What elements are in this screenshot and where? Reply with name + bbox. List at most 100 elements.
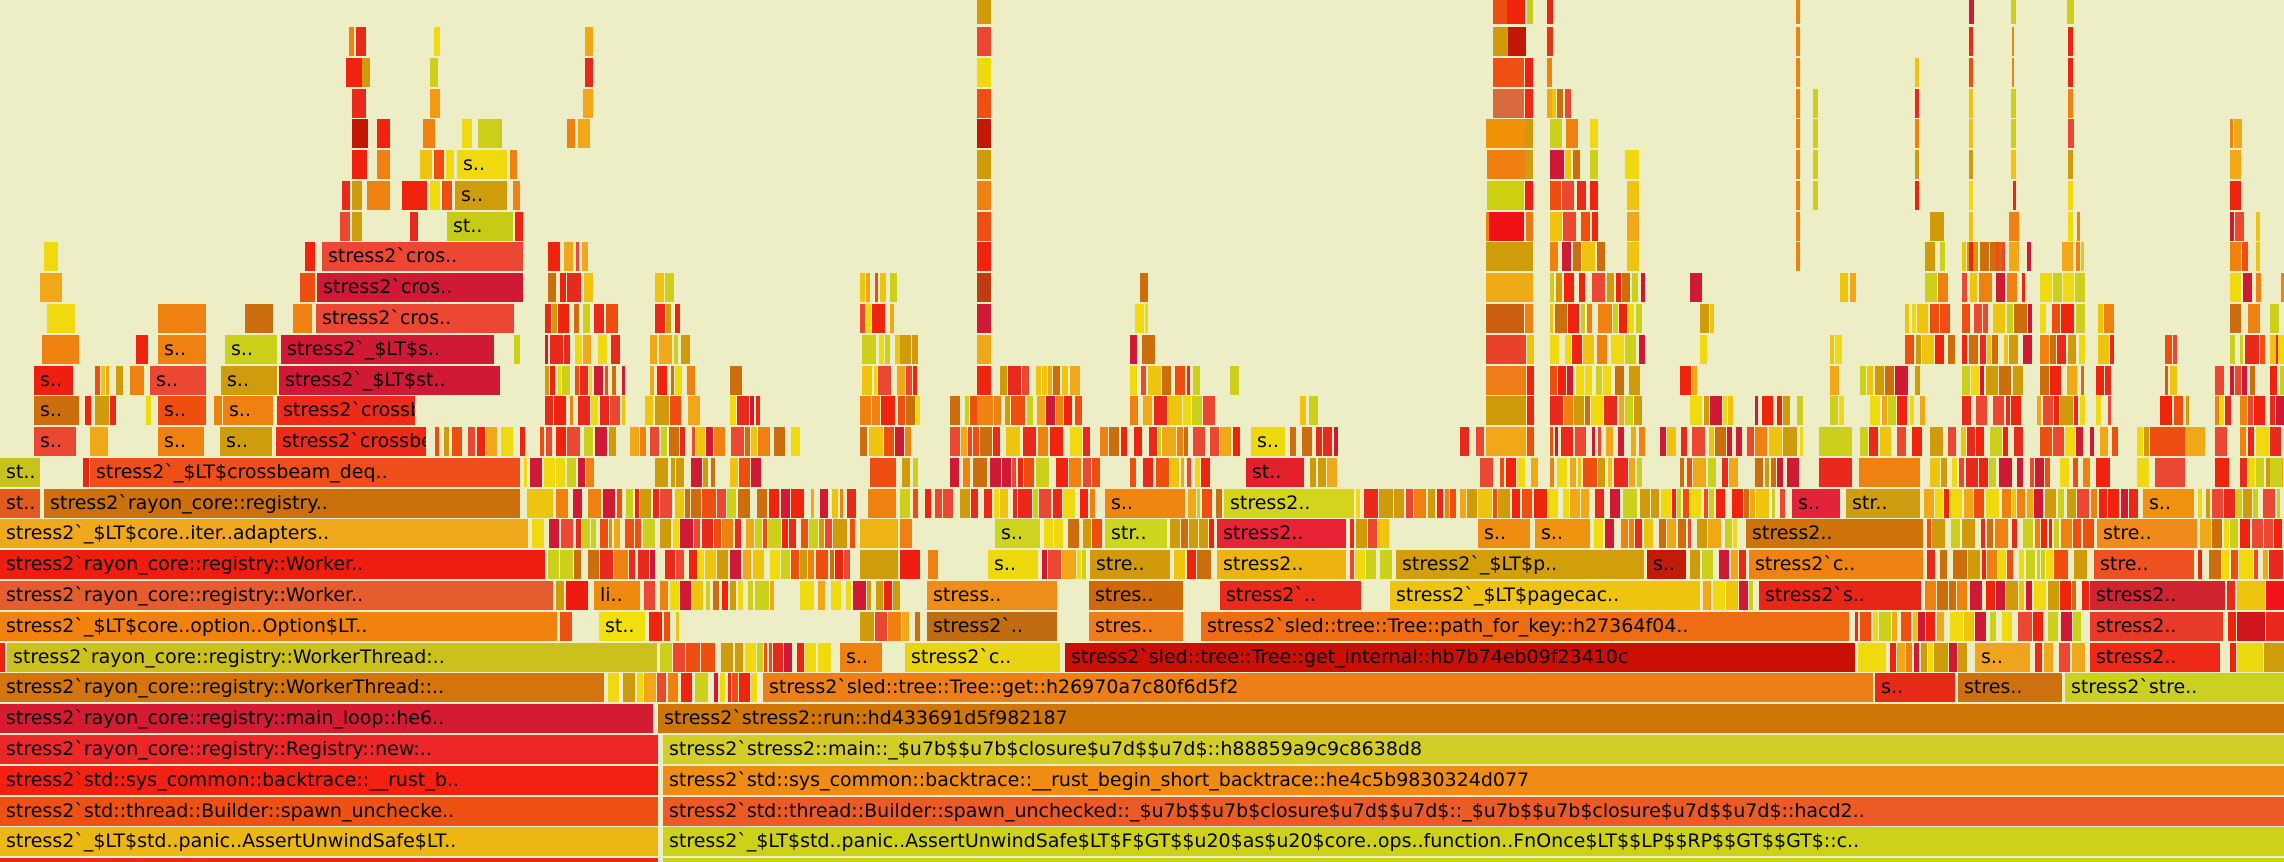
frame-sliver[interactable] [640, 488, 652, 518]
frame-sliver[interactable] [2230, 150, 2241, 180]
frame-sliver[interactable] [1130, 334, 1138, 364]
frame-sliver[interactable] [2034, 581, 2047, 611]
frame-sliver[interactable] [2022, 519, 2034, 549]
frame-sliver[interactable] [629, 550, 635, 580]
frame-sliver[interactable] [1550, 365, 1557, 395]
frame-sliver[interactable] [663, 611, 671, 641]
frame-sliver[interactable] [1640, 488, 1650, 518]
frame[interactable]: stress2`rayon_core::registry::WorkerThre… [7, 642, 657, 672]
frame-sliver[interactable] [584, 273, 593, 303]
frame-sliver[interactable] [1796, 396, 1803, 426]
frame[interactable]: stress2`sled::tree::Tree::path_for_key::… [1201, 611, 1849, 641]
frame-sliver[interactable] [1148, 427, 1157, 457]
frame-sliver[interactable] [1216, 488, 1222, 518]
frame-sliver[interactable] [973, 457, 987, 487]
frame-sliver[interactable] [2001, 611, 2012, 641]
frame-sliver[interactable] [862, 334, 876, 364]
frame-sliver[interactable] [1486, 119, 1525, 149]
frame-sliver[interactable] [1603, 365, 1611, 395]
frame-sliver[interactable] [2012, 27, 2014, 56]
frame-sliver[interactable] [1949, 642, 1957, 672]
frame-sliver[interactable] [556, 427, 566, 457]
frame-sliver[interactable] [2045, 550, 2053, 580]
frame-sliver[interactable] [2077, 488, 2090, 518]
frame-sliver[interactable] [2060, 519, 2072, 549]
frame-sliver[interactable] [1934, 642, 1948, 672]
frame-sliver[interactable] [1969, 150, 1973, 180]
frame-sliver[interactable] [810, 488, 814, 518]
frame[interactable]: s.. [150, 365, 206, 395]
frame-sliver[interactable] [2033, 488, 2044, 518]
frame-sliver[interactable] [721, 581, 729, 611]
frame-sliver[interactable] [1980, 519, 1986, 549]
frame-sliver[interactable] [1199, 519, 1208, 549]
frame-sliver[interactable] [1680, 365, 1691, 395]
frame-sliver[interactable] [977, 0, 991, 24]
frame-sliver[interactable] [1796, 180, 1800, 210]
frame-sliver[interactable] [515, 211, 523, 241]
frame[interactable]: stress2.. [1217, 519, 1346, 549]
frame-sliver[interactable] [781, 550, 790, 580]
frame-sliver[interactable] [1935, 488, 1943, 518]
frame-sliver[interactable] [1300, 396, 1306, 426]
frame-sliver[interactable] [1000, 365, 1007, 395]
frame-sliver[interactable] [1620, 519, 1628, 549]
frame-sliver[interactable] [600, 550, 613, 580]
frame[interactable]: stress2.. [1746, 519, 1923, 549]
frame-sliver[interactable] [1069, 427, 1082, 457]
frame-sliver[interactable] [486, 427, 497, 457]
frame[interactable]: stress2`_$LT$core..iter..adapters.. [0, 519, 528, 549]
frame-sliver[interactable] [2230, 642, 2236, 672]
frame-sliver[interactable] [1796, 88, 1800, 118]
frame-sliver[interactable] [1592, 273, 1606, 303]
frame-sliver[interactable] [1985, 365, 1998, 395]
frame-sliver[interactable] [676, 550, 685, 580]
frame-sliver[interactable] [913, 457, 918, 487]
frame[interactable]: stress2`_$LT$pagecac.. [1390, 581, 1700, 611]
frame-sliver[interactable] [1197, 488, 1201, 518]
frame-sliver[interactable] [1691, 365, 1698, 395]
frame-sliver[interactable] [1919, 396, 1925, 426]
frame[interactable]: stres.. [1089, 581, 1183, 611]
frame-sliver[interactable] [1755, 396, 1759, 426]
frame[interactable]: stress2`rayon_core::registry::Registry::… [0, 734, 658, 764]
frame[interactable]: stress2`.. [1220, 581, 1361, 611]
frame-sliver[interactable] [569, 396, 573, 426]
frame-sliver[interactable] [2014, 427, 2024, 457]
frame-sliver[interactable] [1738, 550, 1746, 580]
frame-sliver[interactable] [2235, 365, 2241, 395]
frame-sliver[interactable] [860, 427, 867, 457]
frame-sliver[interactable] [881, 396, 896, 426]
frame-sliver[interactable] [654, 396, 669, 426]
frame-sliver[interactable] [1627, 211, 1639, 241]
frame-sliver[interactable] [1056, 457, 1068, 487]
frame-sliver[interactable] [1660, 427, 1666, 457]
frame-sliver[interactable] [2068, 88, 2073, 118]
frame-sliver[interactable] [737, 396, 750, 426]
frame-sliver[interactable] [1938, 273, 1949, 303]
frame-sliver[interactable] [815, 550, 829, 580]
frame-sliver[interactable] [1859, 457, 1920, 487]
frame-sliver[interactable] [1527, 365, 1534, 395]
frame[interactable]: s.. [34, 396, 79, 426]
frame-sliver[interactable] [1133, 427, 1143, 457]
frame-sliver[interactable] [650, 550, 656, 580]
frame-sliver[interactable] [582, 242, 588, 272]
frame-sliver[interactable] [1985, 488, 2000, 518]
frame-sliver[interactable] [745, 519, 754, 549]
frame-sliver[interactable] [2006, 273, 2018, 303]
frame[interactable]: s.. [840, 642, 882, 672]
frame-sliver[interactable] [575, 334, 583, 364]
frame-sliver[interactable] [1486, 427, 1526, 457]
frame-sliver[interactable] [44, 242, 58, 272]
frame-sliver[interactable] [1592, 211, 1598, 241]
frame-sliver[interactable] [576, 519, 581, 549]
frame-sliver[interactable] [610, 396, 621, 426]
frame-sliver[interactable] [764, 642, 768, 672]
frame-sliver[interactable] [1192, 365, 1200, 395]
frame-sliver[interactable] [1582, 457, 1597, 487]
frame-sliver[interactable] [1998, 365, 2011, 395]
frame-sliver[interactable] [1636, 457, 1642, 487]
frame[interactable]: s.. [225, 334, 277, 364]
frame-sliver[interactable] [2073, 611, 2081, 641]
